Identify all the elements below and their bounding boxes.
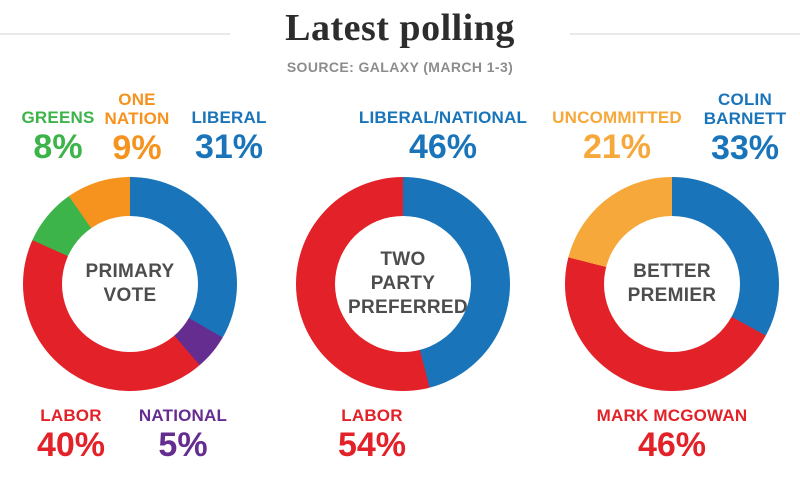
donut-center-label-primary-vote: PRIMARY VOTE (85, 261, 175, 306)
callout-liberal-value: 31% (194, 128, 264, 167)
callout-national: NATIONAL 5% (139, 406, 227, 464)
donut-chart-better-premier: BETTER PREMIER (565, 177, 779, 391)
callout-labor-primary: LABOR 40% (37, 406, 105, 464)
page-title: Latest polling (285, 7, 515, 49)
header-divider-right (570, 33, 800, 35)
callout-colin-barnett-value: 33% (710, 129, 780, 168)
callout-liberal-national-label: LIBERAL/NATIONAL (358, 108, 528, 127)
donut-hole-primary-vote: PRIMARY VOTE (62, 216, 198, 352)
callout-greens-label: GREENS (21, 108, 95, 127)
callout-labor-primary-value: 40% (36, 426, 106, 465)
callout-liberal-label: LIBERAL (191, 108, 267, 127)
source-note: SOURCE: GALAXY (MARCH 1-3) (286, 59, 514, 75)
callout-colin-barnett-label: COLIN BARNETT (703, 90, 787, 129)
callout-labor-primary-label: LABOR (40, 406, 102, 425)
callout-one-nation-value: 9% (112, 129, 162, 168)
callout-uncommitted: UNCOMMITTED 21% (537, 108, 697, 166)
callout-liberal-national-value: 46% (408, 128, 478, 167)
callout-national-label: NATIONAL (138, 406, 228, 425)
callout-one-nation: ONE NATION 9% (95, 90, 179, 167)
callout-liberal-national: LIBERAL/NATIONAL 46% (333, 108, 553, 166)
header-divider-left (0, 33, 230, 35)
callout-mark-mcgowan-label: MARK MCGOWAN (596, 406, 748, 425)
donut-center-label-two-party-preferred: TWO PARTY PREFERRED (348, 249, 468, 318)
donut-hole-two-party-preferred: TWO PARTY PREFERRED (335, 216, 471, 352)
callout-labor-tpp-value: 54% (337, 426, 407, 465)
callout-uncommitted-value: 21% (582, 128, 652, 167)
donut-chart-two-party-preferred: TWO PARTY PREFERRED (296, 177, 510, 391)
callout-liberal: LIBERAL 31% (191, 108, 266, 166)
callout-one-nation-label: ONE NATION (104, 90, 170, 129)
callout-mark-mcgowan-value: 46% (637, 426, 707, 465)
callout-national-value: 5% (158, 426, 208, 465)
callout-mark-mcgowan: MARK MCGOWAN 46% (562, 406, 782, 464)
callout-colin-barnett: COLIN BARNETT 33% (699, 90, 791, 167)
callout-greens: GREENS 8% (22, 108, 95, 166)
callout-greens-value: 8% (33, 128, 83, 167)
donut-center-label-better-premier: BETTER PREMIER (627, 261, 717, 306)
callout-labor-tpp: LABOR 54% (338, 406, 406, 464)
callout-uncommitted-label: UNCOMMITTED (552, 108, 682, 127)
donut-hole-better-premier: BETTER PREMIER (604, 216, 740, 352)
donut-chart-primary-vote: PRIMARY VOTE (23, 177, 237, 391)
callout-labor-tpp-label: LABOR (341, 406, 403, 425)
